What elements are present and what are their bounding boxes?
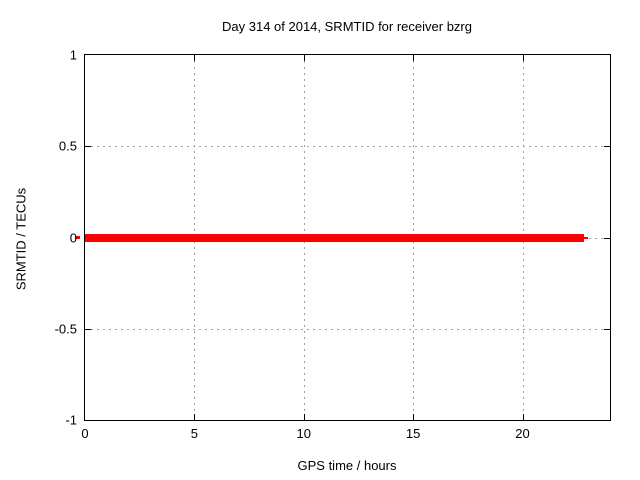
y-tick-mark [85, 146, 91, 147]
y-tick-label: 0.5 [58, 138, 77, 154]
x-axis-label: GPS time / hours [297, 458, 397, 473]
y-tick-mark [604, 329, 610, 330]
x-tick-mark [194, 414, 195, 420]
y-tick-label: 0 [69, 230, 77, 245]
x-tick-label: 20 [515, 426, 530, 441]
series-zero-marker [75, 236, 80, 239]
y-gridline [85, 146, 610, 147]
x-tick-mark [304, 414, 305, 420]
x-tick-label: 10 [296, 426, 311, 441]
x-tick-label: 0 [81, 426, 89, 441]
y-tick-mark [604, 146, 610, 147]
y-tick-mark [604, 238, 610, 239]
y-axis-label: SRMTID / TECUs [13, 187, 29, 291]
series-line-tail [583, 236, 589, 239]
y-tick-label: 1 [69, 47, 77, 63]
y-tick-label: -1 [65, 412, 77, 428]
y-gridline [85, 329, 610, 330]
chart-title: Day 314 of 2014, SRMTID for receiver bzr… [222, 19, 472, 34]
x-tick-mark [413, 55, 414, 61]
y-tick-mark [85, 329, 91, 330]
x-tick-label: 15 [405, 426, 421, 441]
series-line-srmtid [85, 233, 584, 242]
x-tick-mark [523, 55, 524, 61]
x-tick-mark [194, 55, 195, 61]
y-tick-label: -0.5 [54, 321, 77, 337]
x-tick-mark [413, 414, 414, 420]
x-tick-mark [523, 414, 524, 420]
x-tick-label: 5 [190, 426, 198, 441]
plot-area [75, 54, 611, 421]
x-tick-mark [304, 55, 305, 61]
